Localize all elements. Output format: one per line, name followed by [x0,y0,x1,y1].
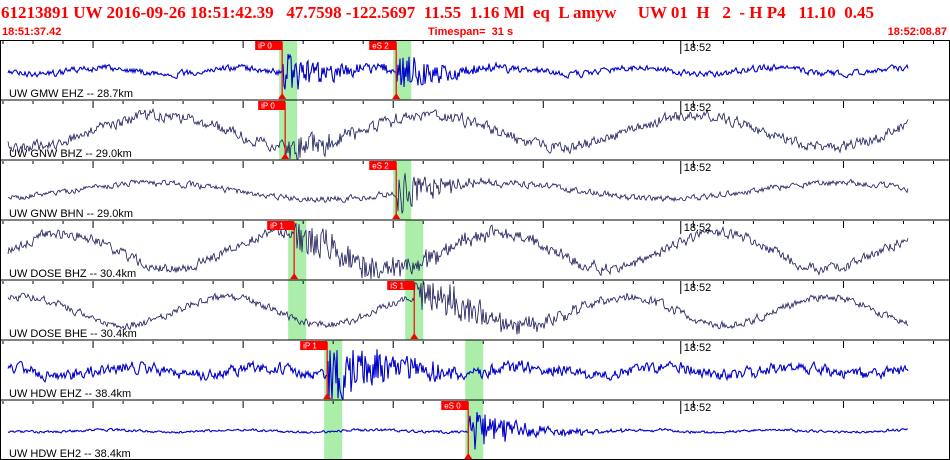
tick-marks-3 [2,221,934,228]
pick-label-4-0: iS 1 [390,282,404,291]
trace-6 [7,411,908,450]
time-tick-label-1: 18:52 [684,102,712,114]
event-title: 61213891 UW 2016-09-26 18:51:42.39 47.75… [1,3,874,22]
pick-marker-5-0 [323,393,332,399]
tick-marks-4 [2,281,934,288]
timespan-label: Timespan= 31 s [428,26,514,38]
time-tick-label-2: 18:52 [684,162,712,174]
pick-flag-0-0 [255,41,283,50]
tick-marks-6 [2,401,934,408]
pick-flag-2-0 [369,161,397,170]
channel-label-6: UW HDW EH2 -- 38.4km [9,448,131,460]
time-tick-label-5: 18:52 [684,342,712,354]
time-tick-label-4: 18:52 [684,282,712,294]
pick-label-3-0: iP 1 [270,222,284,231]
pick-window-4-0 [288,280,307,340]
pick-marker-6-0 [464,453,473,459]
tick-marks-2 [2,161,934,168]
pick-label-5-0: iP 1 [303,342,317,351]
pick-window-3-0 [288,220,307,280]
pick-marker-3-0 [290,273,299,279]
channel-label-2: UW GNW BHN -- 29.0km [9,208,133,220]
channel-label-1: UW GNW BHZ -- 29.0km [9,148,132,160]
trace-3 [7,222,909,280]
pick-window-6-0 [324,400,343,460]
pick-label-0-0: iP 0 [258,42,272,51]
start-time: 18:51:37.42 [2,26,62,38]
channel-label-3: UW DOSE BHZ -- 30.4km [9,268,136,280]
trace-0 [7,53,909,90]
channel-label-0: UW GMW EHZ -- 28.7km [9,88,133,100]
time-tick-label-3: 18:52 [684,222,712,234]
pick-flag-3-0 [267,221,295,230]
tick-marks-0 [2,41,934,48]
trace-2 [7,173,909,214]
pick-flag-0-1 [369,41,397,50]
pick-label-6-0: eS 0 [444,402,461,411]
pick-window-3-1 [405,220,424,280]
pick-label-2-0: eS 2 [372,162,389,171]
pick-flag-4-0 [387,281,415,290]
pick-marker-4-0 [410,333,419,339]
header-bar: 61213891 UW 2016-09-26 18:51:42.39 47.75… [0,0,950,40]
time-tick-label-6: 18:52 [684,402,712,414]
pick-marker-0-1 [392,93,401,99]
pick-label-0-1: eS 2 [372,42,389,51]
pick-marker-1-0 [281,153,290,159]
channel-label-5: UW HDW EHZ -- 38.4km [9,388,131,400]
trace-4 [7,281,909,335]
seismogram-panel: 18:52 18:52 18:52 18:52 18:52 18:52 18:52 iP 0 e… [0,40,950,460]
pick-window-5-1 [465,340,484,400]
pick-flag-5-0 [300,341,328,350]
pick-label-1-0: iP 0 [261,102,275,111]
pick-marker-2-0 [392,213,401,219]
pick-marker-0-0 [278,93,287,99]
pick-flag-1-0 [258,101,286,110]
tick-marks-1 [2,101,934,108]
time-tick-label-0: 18:52 [684,42,712,54]
channel-label-4: UW DOSE BHE -- 30.4km [9,328,137,340]
end-time: 18:52:08.87 [887,26,947,38]
trace-5 [7,349,909,401]
pick-flag-6-0 [441,401,469,410]
trace-1 [7,107,909,160]
